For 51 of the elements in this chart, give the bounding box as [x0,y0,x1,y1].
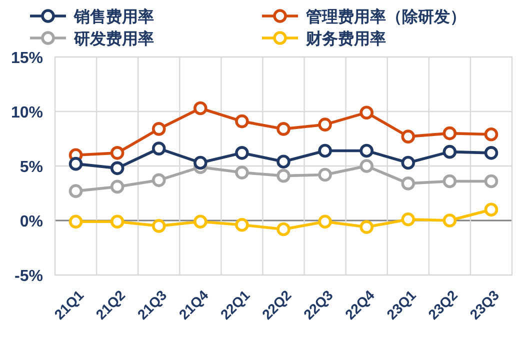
point [401,212,416,226]
point [360,106,374,120]
y-tick-label: 5% [20,159,43,176]
point [152,219,166,233]
point [68,156,83,171]
point [442,126,457,140]
point [110,180,124,194]
point [360,144,374,158]
point [68,184,83,198]
point [110,161,124,176]
y-tick-label: 10% [10,104,43,122]
point [442,144,457,159]
point [442,174,457,188]
point [235,166,249,180]
point [152,122,166,136]
point [318,144,332,158]
point [110,146,124,160]
point [484,146,498,160]
point [235,146,249,160]
point [484,127,498,142]
point [152,173,166,188]
point [360,220,374,234]
y-tick-label: -5% [14,268,43,285]
legend-label: 管理费用率（除研发） [305,7,466,26]
point [318,214,332,228]
y-tick-label: 15% [10,50,43,67]
point [152,142,166,156]
point [318,168,332,182]
point [235,218,249,232]
point [484,202,498,216]
point [194,214,208,228]
point [401,130,416,144]
point [68,214,83,228]
point [276,122,290,136]
point [235,114,249,128]
point [401,156,416,170]
point [276,154,290,169]
y-tick-label: 0% [20,214,43,230]
legend-label: 财务费用率 [305,29,386,48]
point [194,101,208,116]
point [110,214,124,228]
point [276,222,290,236]
point [484,174,498,188]
legend-label: 研发费用率 [73,29,154,48]
point [360,159,374,173]
point [442,214,457,228]
point [194,156,208,170]
point [401,176,416,190]
point [318,118,332,132]
point [276,168,290,183]
legend-label: 销售费用率 [73,7,154,26]
